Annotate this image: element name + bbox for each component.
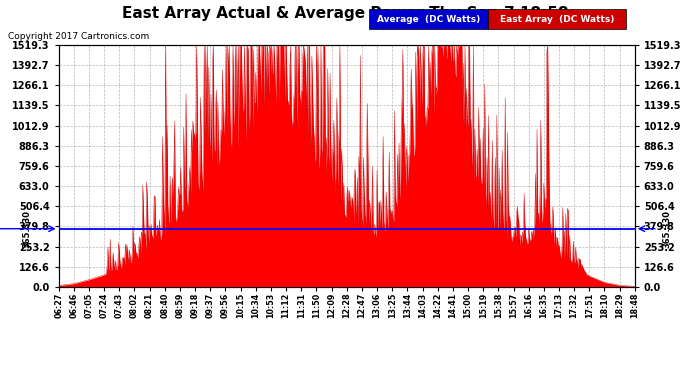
Text: East Array Actual & Average Power Thu Sep 7 18:58: East Array Actual & Average Power Thu Se… — [121, 6, 569, 21]
Text: Copyright 2017 Cartronics.com: Copyright 2017 Cartronics.com — [8, 32, 150, 41]
Text: 365.330: 365.330 — [662, 210, 671, 248]
Text: East Array  (DC Watts): East Array (DC Watts) — [500, 15, 614, 24]
Text: Average  (DC Watts): Average (DC Watts) — [377, 15, 480, 24]
Text: 365.330: 365.330 — [23, 210, 32, 248]
